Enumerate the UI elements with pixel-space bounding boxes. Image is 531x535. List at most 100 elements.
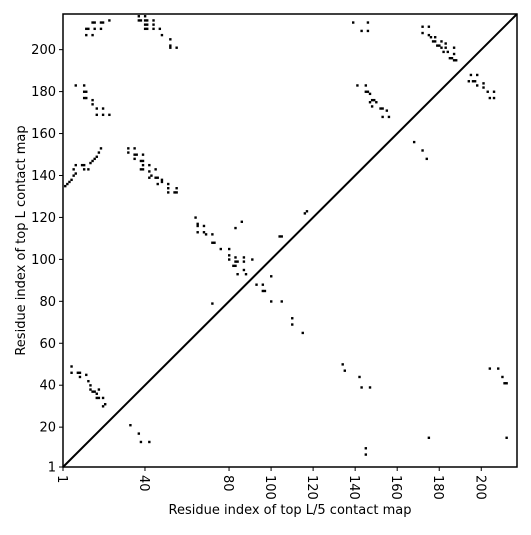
contact-point: [358, 375, 361, 379]
contact-point: [211, 241, 214, 244]
contact-point: [95, 107, 98, 110]
contact-point: [211, 233, 214, 236]
contact-point: [169, 46, 172, 49]
contact-point: [139, 19, 143, 22]
contact-point: [169, 38, 172, 41]
contact-point: [242, 256, 246, 259]
contact-point: [303, 212, 307, 215]
contact-point: [261, 283, 265, 286]
contact-point: [141, 163, 145, 167]
y-tick-label: 120: [31, 211, 56, 226]
contact-point: [492, 90, 496, 93]
contact-point: [89, 388, 92, 391]
contact-point: [64, 184, 67, 188]
contact-point: [364, 453, 368, 456]
contact-point: [70, 365, 73, 368]
contact-point: [270, 300, 273, 303]
contact-point: [95, 155, 98, 158]
contact-point: [486, 90, 489, 93]
contact-point: [488, 367, 492, 370]
contact-point: [93, 157, 96, 161]
contact-point: [175, 187, 178, 190]
contact-point: [482, 82, 485, 85]
contact-point: [204, 233, 208, 236]
contact-point: [167, 182, 170, 186]
contact-point: [101, 107, 105, 110]
y-axis-label: Residue index of top L contact map: [14, 125, 29, 355]
contact-point: [72, 174, 75, 177]
contact-point: [95, 113, 98, 117]
contact-point: [89, 384, 92, 387]
contact-point: [242, 268, 246, 272]
x-tick-label: 180: [430, 475, 445, 500]
contact-point: [364, 84, 368, 87]
contact-point: [291, 317, 294, 320]
x-tick-label: 200: [472, 475, 487, 500]
contact-point: [82, 84, 86, 87]
contact-point: [141, 153, 145, 156]
y-tick-label: 40: [39, 379, 56, 394]
contact-point: [141, 159, 145, 163]
contact-point: [450, 56, 454, 60]
contact-point: [175, 191, 178, 194]
contact-point: [387, 115, 391, 119]
contact-point: [91, 103, 94, 106]
contact-point: [429, 36, 433, 39]
x-tick-label: 140: [346, 475, 361, 500]
contact-point: [133, 147, 136, 150]
contact-point: [356, 84, 359, 87]
contact-point: [70, 178, 73, 182]
contact-point: [82, 90, 86, 93]
contact-point: [74, 84, 77, 87]
contact-point: [139, 159, 143, 163]
contact-point: [438, 44, 441, 47]
contact-point: [440, 46, 443, 49]
x-tick-label: 40: [136, 475, 151, 492]
contact-point: [442, 50, 445, 54]
contact-point: [167, 187, 170, 190]
contact-point: [381, 115, 384, 119]
contact-point: [343, 369, 346, 372]
contact-point: [85, 90, 88, 93]
contact-point: [72, 168, 75, 171]
contact-point: [66, 182, 69, 186]
contact-point: [202, 224, 206, 228]
contact-point: [368, 386, 372, 389]
contact-point: [127, 151, 130, 154]
contact-point: [78, 375, 82, 379]
contact-point: [261, 289, 265, 293]
y-tick-label: 1: [48, 461, 56, 476]
contact-point: [137, 15, 141, 18]
contact-point: [433, 40, 437, 43]
contact-point: [421, 149, 424, 152]
contact-point: [74, 172, 77, 175]
contact-point: [228, 258, 231, 261]
contact-point: [455, 59, 458, 62]
contact-point: [280, 300, 283, 303]
y-tick-label: 200: [31, 43, 56, 58]
contact-point: [143, 27, 147, 31]
contact-point: [431, 40, 435, 43]
contact-point: [158, 27, 162, 31]
contact-point: [148, 163, 151, 167]
contact-point: [482, 86, 485, 89]
contact-point: [425, 157, 428, 161]
contact-point: [270, 275, 273, 278]
contact-point: [228, 254, 231, 257]
contact-point: [160, 33, 164, 37]
contact-point: [137, 432, 141, 435]
contact-point: [501, 375, 504, 379]
contact-point: [301, 331, 304, 335]
contact-point: [488, 96, 492, 100]
contact-point: [305, 210, 309, 213]
contact-point: [101, 21, 105, 24]
contact-point: [444, 42, 447, 45]
contact-point: [101, 113, 105, 117]
contact-point: [82, 168, 86, 171]
contact-point: [234, 256, 237, 259]
contact-point: [213, 241, 216, 244]
contact-point: [143, 19, 147, 22]
diagonal-line: [62, 13, 518, 468]
contact-point: [99, 27, 103, 31]
